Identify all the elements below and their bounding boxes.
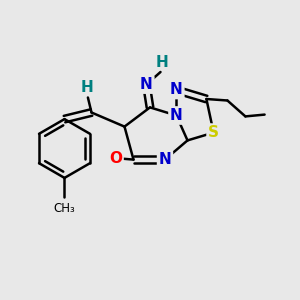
Text: N: N bbox=[140, 77, 153, 92]
Text: N: N bbox=[170, 82, 183, 98]
Text: N: N bbox=[170, 108, 183, 123]
Text: CH₃: CH₃ bbox=[54, 202, 75, 215]
Text: H: H bbox=[81, 80, 94, 95]
Text: N: N bbox=[159, 152, 171, 167]
Text: H: H bbox=[156, 55, 168, 70]
Text: S: S bbox=[208, 125, 219, 140]
Text: O: O bbox=[109, 151, 122, 166]
